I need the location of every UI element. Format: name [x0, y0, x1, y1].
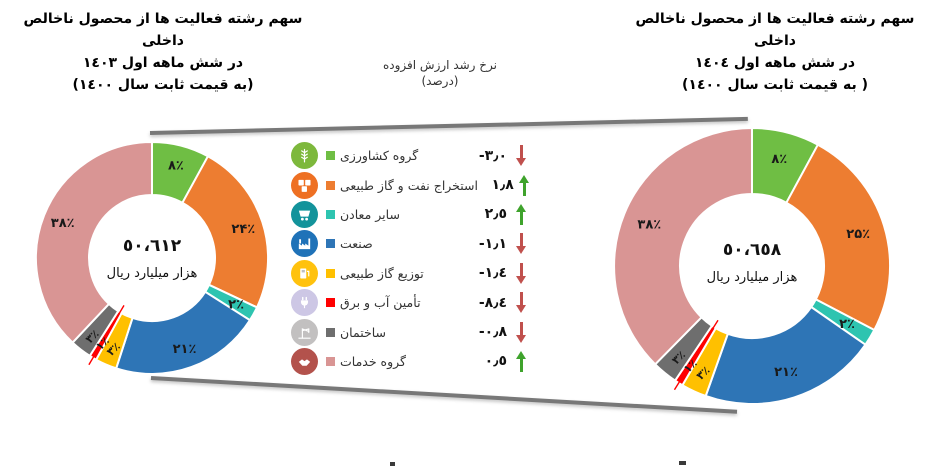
donut-slice-7	[613, 126, 753, 366]
growth-rate-value: -١٫٤	[478, 265, 507, 282]
growth-rate-value: -٣٫٠	[478, 147, 507, 164]
legend-item-agriculture: گروه کشاورزی -٣٫٠	[291, 141, 533, 170]
growth-rate-value: -١٫١	[478, 235, 507, 252]
left-donut-center-value: ٥٠،٦١٢	[122, 236, 182, 256]
legend-color-swatch	[326, 180, 335, 190]
right-title-line-2: در شش ماهه اول ١٤٠٤	[694, 55, 856, 71]
legend-item-gas-distribution: توزیع گاز طبیعی -١٫٤	[291, 259, 533, 288]
growth-rate-header-line-1: نرخ رشد ارزش افزوده	[383, 58, 497, 72]
donut-slice-label-1: ۲۴٪	[231, 222, 255, 237]
growth-rate-value: ١٫٨	[491, 177, 514, 194]
donut-slice-label-1: ۲۵٪	[846, 227, 870, 242]
right-donut-center-value: ٥٠،٦٥٨	[722, 240, 782, 260]
donut-slice-label-2: ۲٪	[839, 317, 855, 332]
legend-item-label: استخراج نفت و گاز طبیعی	[340, 177, 478, 193]
donut-slice-1	[181, 154, 270, 309]
legend-color-swatch	[326, 268, 335, 278]
legend-item-industry: صنعت -١٫١	[291, 229, 533, 258]
donut-slice-label-3: ۲۱٪	[173, 342, 197, 357]
gas-pump-icon	[291, 259, 318, 287]
donut-slice-label-7: ۳۸٪	[51, 216, 75, 231]
growth-rate-value: ٢٫٥	[484, 206, 507, 223]
legend-item-label: گروه کشاورزی	[340, 148, 419, 164]
legend-item-label: ساختمان	[340, 324, 386, 340]
growth-rate-value: -٨٫٤	[478, 294, 507, 311]
right-title-line-3: ( به قیمت ثابت سال ١٤٠٠)	[682, 77, 868, 93]
legend-color-swatch	[326, 356, 335, 366]
legend-item-oil-gas: استخراج نفت و گاز طبیعی ١٫٨	[291, 170, 533, 199]
right-donut-center-unit: هزار میلیارد ریال	[706, 270, 798, 285]
growth-rate-value: ٠٫٥	[484, 353, 507, 370]
donut-chart-1404: ۸٪۲۵٪۲٪۲۱٪۳٪۱٪۳٪۳۸٪	[613, 126, 892, 406]
mining-cart-icon	[291, 200, 318, 228]
growth-arrow-icon	[509, 349, 533, 374]
handshake-icon	[291, 347, 318, 375]
legend-item-services: گروه خدمات ٠٫٥	[291, 347, 533, 376]
cropped-caption-mark	[390, 462, 395, 466]
wheat-icon	[291, 142, 318, 170]
legend-color-swatch	[326, 327, 335, 337]
leader-line-red-slice	[88, 304, 125, 366]
donut-slice-label-0: ۸٪	[168, 159, 184, 174]
legend-color-swatch	[326, 298, 335, 308]
donut-slice-label-2: ۲٪	[228, 298, 244, 313]
leader-line-red-slice	[673, 319, 719, 391]
growth-rate-header-line-2: (درصد)	[421, 74, 459, 88]
legend-color-swatch	[326, 151, 335, 161]
right-title-line-1: سهم رشته فعالیت ها از محصول ناخالص داخلی	[635, 11, 915, 49]
power-plug-icon	[291, 289, 318, 317]
left-title-line-2: در شش ماهه اول ١٤٠٣	[82, 55, 244, 71]
left-title-line-3: (به قیمت ثابت سال ١٤٠٠)	[72, 77, 254, 93]
donut-chart-1403: ۸٪۲۴٪۲٪۲۱٪۳٪۱٪۳٪۳۸٪	[35, 140, 270, 375]
donut-slice-7	[35, 140, 153, 345]
left-chart-title: سهم رشته فعالیت ها از محصول ناخالص داخلی…	[13, 8, 313, 96]
left-donut-center-unit: هزار میلیارد ریال	[106, 266, 198, 281]
growth-rate-value: -٠٫٨	[478, 324, 507, 341]
growth-arrow-icon	[509, 143, 533, 168]
donut-slice-3	[704, 305, 867, 406]
growth-arrow-icon	[509, 320, 533, 345]
donut-slice-3	[114, 290, 252, 375]
cropped-caption-mark	[679, 461, 686, 465]
donut-slice-label-0: ۸٪	[771, 152, 787, 167]
growth-arrow-icon	[516, 173, 533, 198]
legend-color-swatch	[326, 209, 335, 219]
legend-item-label: سایر معادن	[340, 206, 400, 222]
legend: گروه کشاورزی -٣٫٠ استخراج نفت و گاز طبیع…	[291, 141, 533, 376]
growth-arrow-icon	[509, 231, 533, 256]
growth-arrow-icon	[509, 290, 533, 315]
legend-item-water-electricity: تأمین آب و برق -٨٫٤	[291, 288, 533, 317]
right-chart-title: سهم رشته فعالیت ها از محصول ناخالص داخلی…	[625, 8, 925, 96]
legend-item-other-mines: سایر معادن ٢٫٥	[291, 200, 533, 229]
donut-slice-label-3: ۲۱٪	[774, 365, 798, 380]
growth-arrow-icon	[509, 261, 533, 286]
legend-item-label: صنعت	[340, 236, 373, 252]
construction-crane-icon	[291, 318, 318, 346]
oil-barrels-icon	[291, 171, 318, 199]
legend-color-swatch	[326, 239, 335, 249]
factory-icon	[291, 230, 318, 258]
growth-rate-header: نرخ رشد ارزش افزوده (درصد)	[378, 57, 502, 89]
growth-arrow-icon	[509, 202, 533, 227]
donut-slice-1	[785, 143, 892, 332]
legend-item-label: توزیع گاز طبیعی	[340, 265, 424, 281]
legend-item-construction: ساختمان -٠٫٨	[291, 317, 533, 346]
left-title-line-1: سهم رشته فعالیت ها از محصول ناخالص داخلی	[23, 11, 303, 49]
legend-item-label: تأمین آب و برق	[340, 295, 421, 311]
donut-slice-label-7: ۳۸٪	[637, 217, 661, 232]
legend-item-label: گروه خدمات	[340, 353, 406, 369]
